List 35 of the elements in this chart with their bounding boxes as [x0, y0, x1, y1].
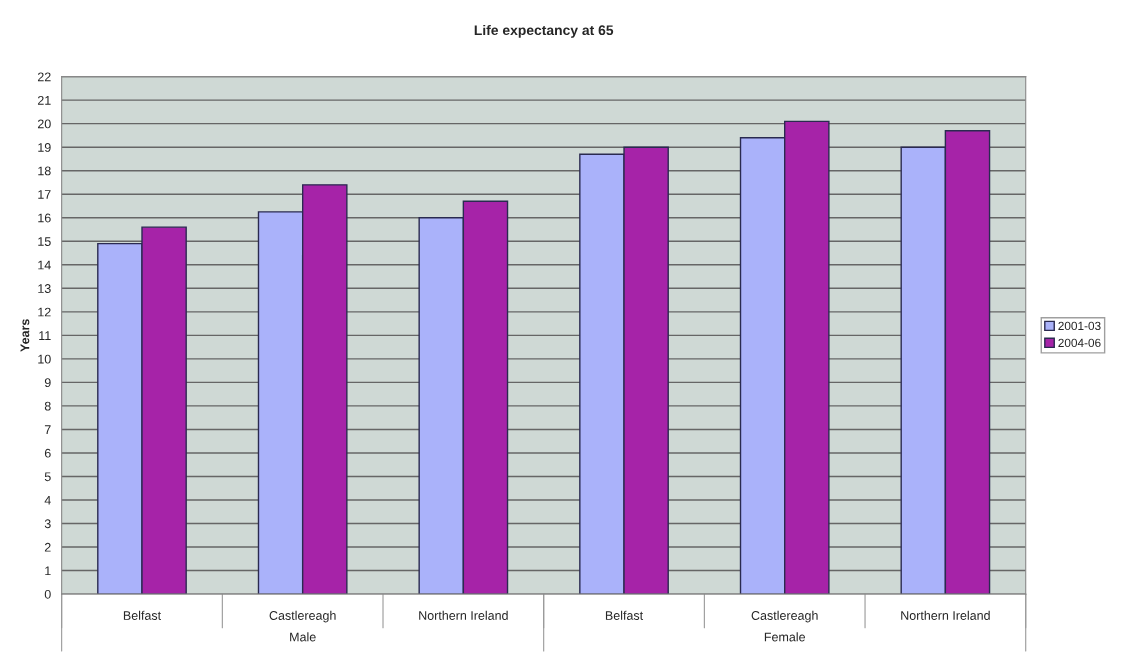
y-tick-label: 0: [44, 589, 51, 599]
y-tick-label: 15: [38, 237, 51, 246]
y-tick-label: 3: [44, 519, 51, 529]
y-axis-title: Years: [20, 319, 30, 352]
y-tick-label: 7: [44, 425, 51, 434]
x-tick-label: Castlereagh: [751, 610, 818, 623]
y-tick-label: 18: [38, 166, 51, 176]
y-tick-label: 11: [39, 331, 51, 340]
y-tick-label: 12: [38, 307, 51, 317]
y-tick-label: 17: [38, 190, 51, 199]
x-tick-label: Belfast: [123, 610, 162, 620]
x-tick-label: Belfast: [605, 610, 644, 620]
y-tick-label: 4: [44, 495, 51, 505]
legend-label: 2001-03: [1058, 321, 1101, 331]
y-tick-label: 1: [45, 566, 51, 576]
x-tick-label: Northern Ireland: [419, 610, 508, 620]
x-tick-label: Northern Ireland: [901, 610, 990, 620]
y-tick-label: 13: [38, 284, 51, 293]
y-tick-label: 2: [44, 542, 51, 552]
x-tick-label: Castlereagh: [269, 610, 336, 623]
y-tick-label: 22: [37, 72, 51, 82]
legend-label: 2004-06: [1058, 338, 1101, 348]
text: Male: [290, 632, 316, 642]
y-tick-label: 20: [37, 119, 51, 129]
y-tick-label: 14: [38, 260, 51, 270]
chart-title: Life expectancy at 65: [474, 24, 614, 38]
y-tick-label: 10: [38, 354, 51, 364]
y-tick-label: 8: [44, 401, 51, 411]
y-tick-label: 5: [44, 472, 51, 482]
text: Female: [764, 632, 805, 642]
y-tick-label: 19: [38, 143, 51, 152]
y-tick-label: 9: [44, 378, 51, 388]
y-tick-label: 6: [44, 448, 51, 458]
y-tick-label: 21: [37, 95, 51, 105]
y-tick-label: 16: [38, 213, 51, 223]
